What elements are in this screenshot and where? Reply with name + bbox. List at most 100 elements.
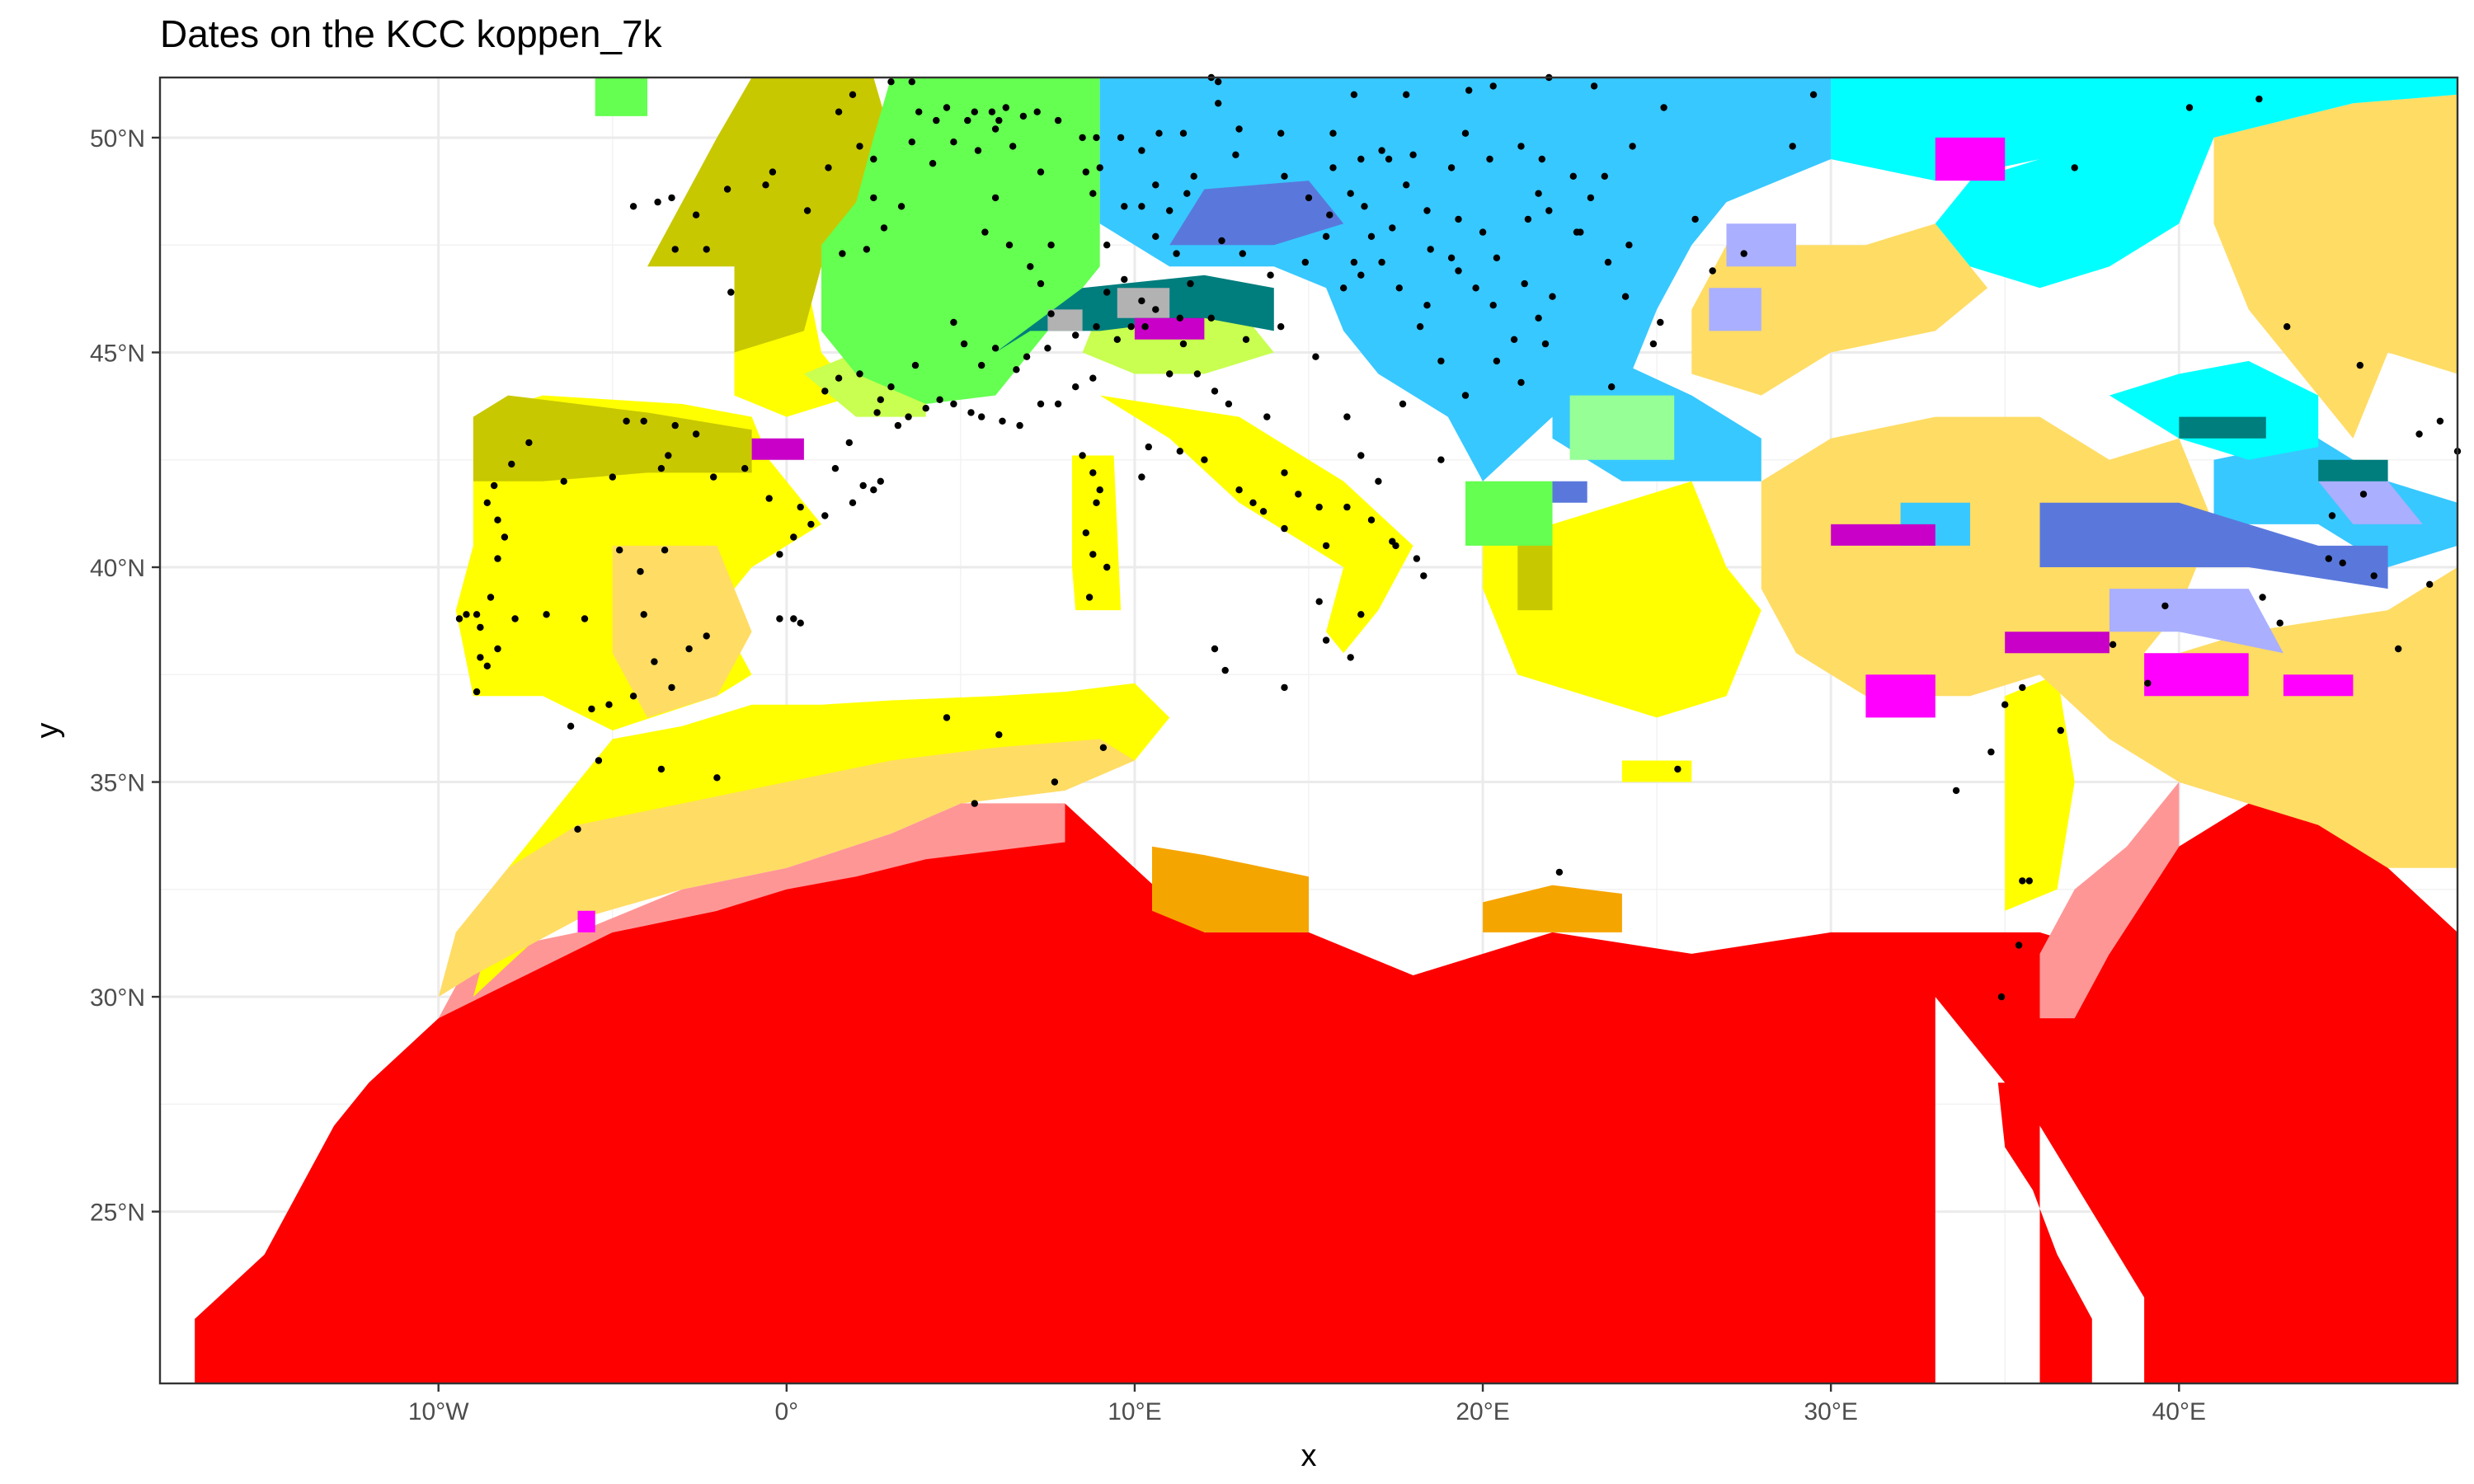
date-point: [905, 413, 912, 420]
date-point: [1329, 129, 1337, 137]
date-point: [1538, 155, 1546, 163]
date-point: [1437, 456, 1445, 463]
date-point: [776, 615, 783, 622]
date-point: [1242, 336, 1250, 343]
date-point: [1413, 555, 1421, 562]
climate-region-med-hot-summer: [1099, 395, 1413, 654]
date-point: [797, 503, 804, 511]
date-point: [1190, 172, 1197, 180]
date-point: [1709, 267, 1716, 275]
date-point: [1378, 147, 1385, 154]
date-point: [1997, 993, 2006, 1001]
date-point: [1625, 242, 1633, 249]
climate-region-cont-dry-winter-cold: [1709, 288, 1761, 331]
date-point: [1517, 143, 1525, 150]
climate-region-med-warm-summer: [1517, 533, 1553, 611]
date-point: [776, 551, 783, 558]
date-point: [483, 499, 491, 506]
date-point: [1403, 91, 1410, 99]
date-point: [974, 147, 982, 154]
date-point: [574, 825, 581, 833]
date-point: [877, 477, 885, 485]
date-point: [1079, 134, 1086, 142]
date-point: [1455, 267, 1462, 275]
date-point: [629, 203, 637, 210]
date-point: [1093, 134, 1100, 142]
date-point: [508, 460, 515, 468]
date-point: [2057, 726, 2064, 735]
date-point: [581, 615, 589, 622]
date-point: [877, 396, 885, 403]
climate-region-cont-dry-summer: [1935, 137, 2006, 181]
date-point: [1099, 744, 1108, 751]
date-point: [1357, 452, 1365, 459]
climate-region-steppe-hot: [438, 803, 1065, 1019]
date-point: [995, 731, 1003, 739]
date-point: [2415, 430, 2423, 438]
date-point: [2019, 877, 2026, 885]
climate-region-semiarid-cold: [1691, 223, 1988, 396]
date-point: [1305, 194, 1313, 202]
date-point: [971, 108, 979, 115]
date-point: [1621, 293, 1630, 300]
date-point: [1145, 443, 1153, 451]
date-point: [605, 701, 613, 708]
date-point: [873, 409, 881, 416]
date-point: [692, 211, 700, 218]
x-tick-label: 0°: [774, 1398, 798, 1425]
date-point: [1259, 508, 1268, 515]
date-point: [1211, 645, 1219, 653]
date-point: [525, 439, 533, 447]
date-point: [1555, 868, 1564, 876]
date-point: [929, 160, 937, 167]
date-point: [1535, 190, 1542, 197]
axis-tick-labels: 10°W 0° 10°E 20°E 30°E 40°E 25°N 30°N 35°N 40°N 45…: [90, 125, 2206, 1425]
climate-region-med-hot-summer: [1621, 760, 1692, 782]
date-point: [616, 547, 623, 554]
date-point: [2359, 491, 2368, 498]
date-point: [1489, 302, 1497, 309]
date-point: [1239, 250, 1247, 257]
climate-region-subarctic: [2179, 416, 2266, 439]
date-point: [1569, 172, 1578, 180]
date-point: [950, 318, 957, 326]
date-point: [1315, 503, 1323, 511]
date-point: [839, 250, 846, 257]
climate-region-semiarid-cold: [1761, 416, 2214, 697]
date-point: [991, 125, 999, 133]
climate-region-cont-cold: [1831, 77, 2458, 289]
date-point: [1472, 284, 1479, 292]
date-point: [908, 78, 916, 86]
date-point: [1423, 302, 1431, 309]
date-point: [821, 387, 829, 395]
climate-region-tundra: [1047, 309, 1083, 331]
date-point: [671, 246, 679, 253]
date-point: [769, 168, 777, 176]
date-point: [1378, 258, 1385, 266]
climate-region-cont-dry-winter: [2039, 502, 2388, 589]
date-point: [765, 495, 773, 502]
date-point: [1277, 323, 1285, 331]
climate-region-steppe-hot: [2039, 782, 2180, 1019]
date-point: [1789, 143, 1796, 150]
date-point: [1521, 279, 1528, 288]
date-point: [473, 611, 481, 618]
date-point: [1215, 78, 1222, 86]
date-point: [964, 116, 971, 124]
date-point: [661, 547, 669, 554]
date-point: [1033, 108, 1041, 115]
date-point: [1037, 400, 1045, 408]
date-point: [1211, 387, 1219, 395]
date-point: [1082, 529, 1090, 537]
date-point: [1138, 297, 1145, 305]
date-point: [2019, 683, 2026, 692]
date-point: [1166, 370, 1174, 378]
date-point: [588, 705, 595, 713]
date-point: [915, 108, 923, 115]
date-point: [1082, 168, 1090, 176]
climate-region-subarctic: [2318, 459, 2388, 481]
date-point: [1399, 400, 1407, 408]
y-tick-label: 50°N: [90, 125, 145, 153]
date-point: [629, 693, 637, 700]
